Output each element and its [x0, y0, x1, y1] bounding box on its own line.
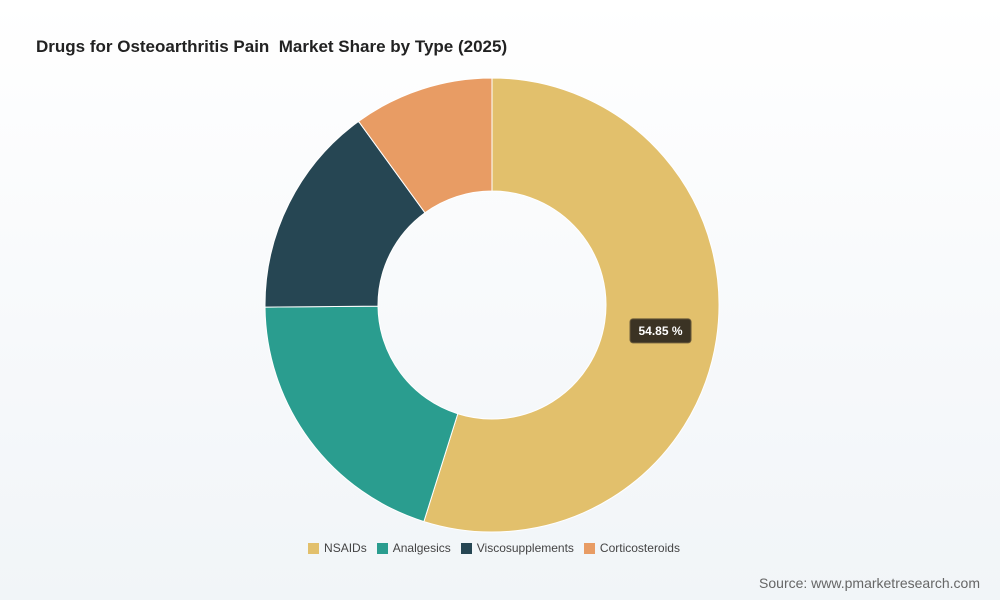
legend-swatch	[308, 542, 320, 554]
legend-label: NSAIDs	[324, 541, 367, 555]
legend-swatch	[376, 542, 388, 554]
legend-item-nsaids[interactable]: NSAIDs	[308, 541, 367, 555]
source-note: Source: www.pmarketresearch.com	[759, 575, 980, 591]
legend-label: Viscosupplements	[476, 541, 574, 555]
donut-slice-analgesics[interactable]	[264, 305, 459, 523]
legend-swatch	[460, 542, 472, 554]
legend-item-viscosupplements[interactable]: Viscosupplements	[460, 541, 574, 555]
legend-item-analgesics[interactable]: Analgesics	[376, 541, 451, 555]
svg-text:54.85 %: 54.85 %	[639, 324, 683, 338]
chart-legend: NSAIDs Analgesics Viscosupplements Corticos…	[0, 541, 988, 555]
data-label-nsaids: 54.85 %	[629, 318, 692, 344]
donut-slice-nsaids[interactable]	[423, 77, 720, 533]
legend-swatch	[583, 542, 595, 554]
donut-slice-viscosupplements[interactable]	[264, 120, 426, 308]
chart-title: Drugs for Osteoarthritis Pain Market Sha…	[36, 37, 508, 56]
legend-label: Corticosteroids	[599, 541, 680, 555]
data-label-background	[629, 318, 692, 344]
donut-slice-corticosteroids[interactable]	[357, 77, 493, 214]
legend-item-corticosteroids[interactable]: Corticosteroids	[583, 541, 680, 555]
legend-label: Analgesics	[392, 541, 451, 555]
